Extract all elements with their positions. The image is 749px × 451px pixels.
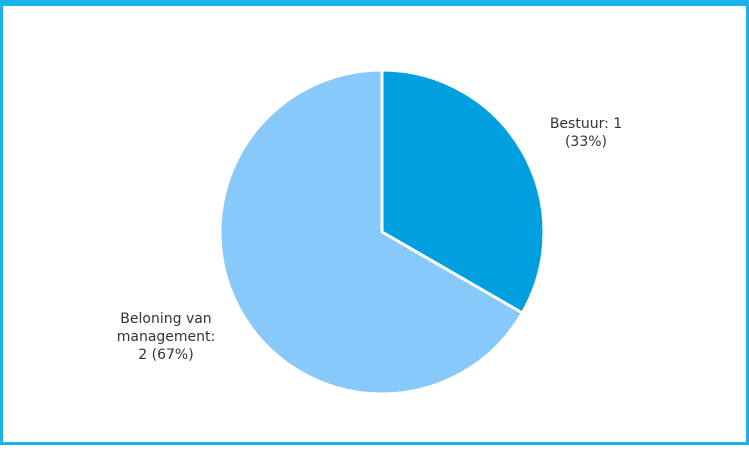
slice-label-line: Beloning van xyxy=(120,311,211,327)
slice-label-1: Bestuur: 1 (33%) xyxy=(550,116,622,150)
pie-slice-1[interactable] xyxy=(380,68,546,315)
slice-label-line: management: xyxy=(117,329,216,345)
slice-label-line: 2 (67%) xyxy=(138,347,193,363)
pie-slice-2[interactable] xyxy=(218,68,524,396)
slice-label-2: Beloning van management: 2 (67%) xyxy=(117,311,216,363)
pie-chart: Bestuur: 1 (33%) Beloning van management: 2 … xyxy=(117,68,622,396)
slice-label-line: (33%) xyxy=(565,134,607,150)
slice-label-line: Bestuur: 1 xyxy=(550,116,622,132)
